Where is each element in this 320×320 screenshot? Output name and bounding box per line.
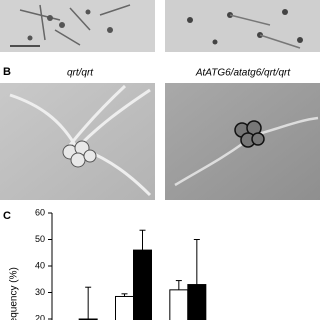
micrograph: [165, 0, 320, 52]
pollen-tubes: [19, 4, 131, 46]
y-tick-label: 60: [35, 207, 45, 217]
caption: AtATG6/atatg6/qrt/qrt: [195, 68, 292, 79]
y-axis-label: Frequency (%): [9, 267, 20, 320]
y-tick-label: 30: [35, 287, 45, 297]
bar: [115, 295, 134, 320]
chart: Frequency (%) 20 30 40 50 60: [9, 207, 207, 320]
y-tick-label: 40: [35, 260, 45, 270]
y-tick-label: 50: [35, 234, 45, 244]
bar: [187, 284, 207, 320]
pollen-grains: [27, 9, 113, 41]
panel-label: B: [3, 66, 11, 78]
bar: [169, 289, 189, 320]
bar: [133, 249, 152, 320]
y-tick-label: 20: [35, 313, 45, 320]
pollen-tubes: [174, 116, 319, 187]
panel-label: C: [3, 210, 11, 222]
pollen-grains: [234, 120, 265, 148]
pollen-tubes: [229, 14, 301, 49]
caption: qrt/qrt: [67, 68, 94, 79]
pollen-grains: [62, 140, 97, 168]
